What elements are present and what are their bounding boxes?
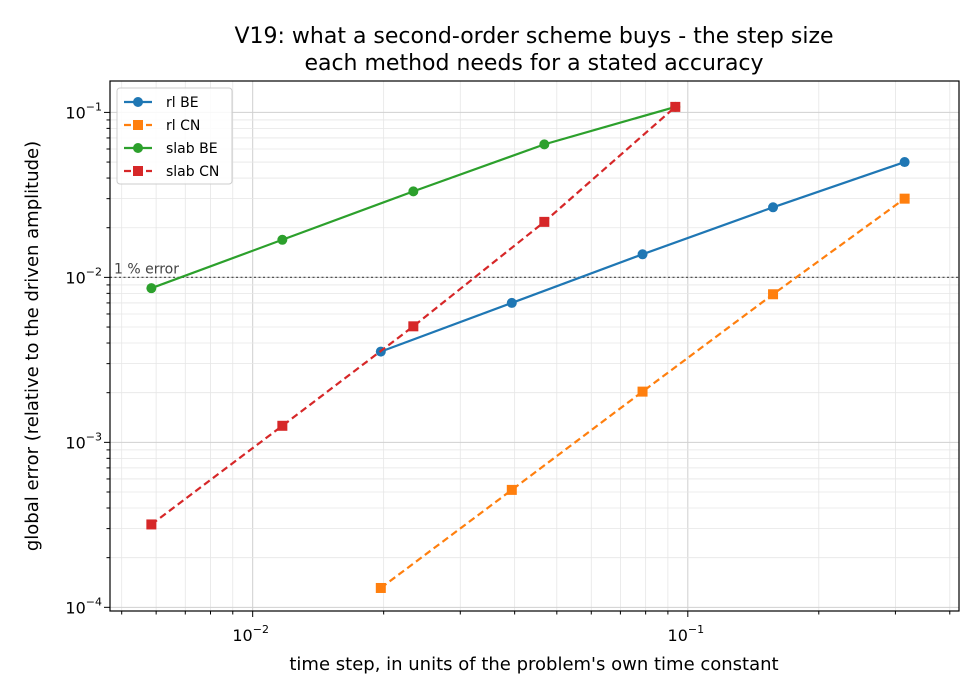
x-axis-label: time step, in units of the problem's own… (289, 654, 778, 675)
data-point (637, 386, 648, 397)
y-tick-label: 10−4 (65, 595, 102, 617)
data-point (539, 216, 550, 227)
chart-title-line-2: each method needs for a stated accuracy (304, 51, 763, 76)
data-point (408, 186, 419, 197)
legend-label: slab BE (166, 141, 218, 157)
legend-marker (133, 166, 143, 176)
data-point (539, 139, 550, 150)
data-point (506, 297, 517, 308)
legend-item: slab CN (124, 164, 219, 180)
data-point (408, 321, 419, 332)
data-point (277, 234, 288, 245)
legend-label: slab CN (166, 164, 219, 180)
data-point (637, 249, 648, 260)
legend-item: rl CN (124, 118, 200, 134)
reference-line-group: 1 % error (110, 261, 959, 279)
data-point (277, 420, 288, 431)
y-tick-label: 10−3 (65, 430, 102, 452)
y-tick-label: 10−1 (65, 100, 102, 122)
legend-marker (133, 120, 143, 130)
data-point (375, 582, 386, 593)
legend: rl BE rl CN slab BE slab CN (116, 87, 233, 185)
data-point (899, 193, 910, 204)
legend-marker (133, 143, 143, 153)
series-line (380, 197, 906, 589)
legend-item: slab BE (124, 141, 218, 157)
chart-title-line-1: V19: what a second-order scheme buys - t… (234, 24, 833, 49)
x-tick-label: 10−1 (668, 623, 705, 645)
y-axis-label: global error (relative to the driven amp… (22, 141, 43, 551)
data-point (899, 157, 910, 168)
data-point (146, 283, 157, 294)
series-slab-cn (146, 101, 681, 530)
data-point (768, 202, 779, 213)
legend-marker (133, 97, 143, 107)
series-line (150, 106, 677, 526)
legend-box (116, 87, 233, 185)
plot-series (146, 101, 910, 593)
data-point (146, 519, 157, 530)
legend-label: rl CN (166, 118, 200, 134)
data-point (768, 289, 779, 300)
data-point (670, 101, 681, 112)
legend-item: rl BE (124, 95, 199, 111)
axis-ticks: 10−2 10−1 10−4 10−3 10−2 10−1 (65, 100, 951, 645)
plot-frame (109, 80, 960, 612)
legend-label: rl BE (166, 95, 199, 111)
y-tick-label: 10−2 (65, 265, 102, 287)
series-rl-be (375, 157, 910, 357)
data-point (506, 484, 517, 495)
x-tick-label: 10−2 (232, 623, 269, 645)
reference-line-label: 1 % error (114, 261, 179, 277)
series-rl-cn (375, 193, 910, 593)
